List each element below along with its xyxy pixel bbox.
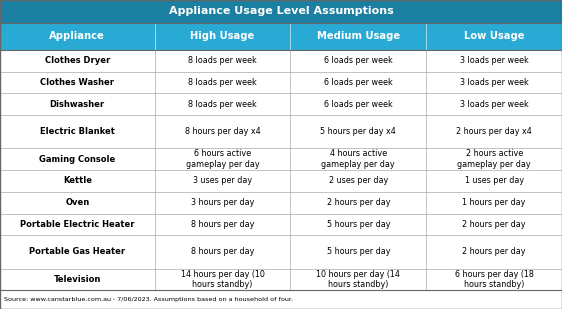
Text: 3 hours per day: 3 hours per day bbox=[191, 198, 254, 207]
Bar bbox=[0, 93, 562, 115]
Text: Medium Usage: Medium Usage bbox=[317, 31, 400, 41]
Text: 2 hours per day: 2 hours per day bbox=[463, 220, 526, 229]
Text: Source: www.canstarblue.com.au - 7/06/2023. Assumptions based on a household of : Source: www.canstarblue.com.au - 7/06/20… bbox=[4, 297, 293, 302]
Text: 3 uses per day: 3 uses per day bbox=[193, 176, 252, 185]
Text: Dishwasher: Dishwasher bbox=[49, 100, 105, 109]
Text: 8 hours per day: 8 hours per day bbox=[191, 220, 254, 229]
Text: 6 loads per week: 6 loads per week bbox=[324, 56, 393, 65]
Text: 5 hours per day: 5 hours per day bbox=[327, 248, 390, 256]
Text: Electric Blanket: Electric Blanket bbox=[40, 127, 115, 136]
Text: Clothes Dryer: Clothes Dryer bbox=[44, 56, 110, 65]
Text: 5 hours per day: 5 hours per day bbox=[327, 220, 390, 229]
Text: Portable Gas Heater: Portable Gas Heater bbox=[29, 248, 125, 256]
Bar bbox=[0, 72, 562, 93]
Text: 1 hours per day: 1 hours per day bbox=[463, 198, 526, 207]
Bar bbox=[0, 235, 562, 269]
Bar bbox=[0, 269, 562, 290]
Text: Clothes Washer: Clothes Washer bbox=[40, 78, 114, 87]
Bar bbox=[0, 192, 562, 214]
Bar bbox=[0, 50, 562, 72]
Text: 2 hours per day x4: 2 hours per day x4 bbox=[456, 127, 532, 136]
Text: 6 loads per week: 6 loads per week bbox=[324, 78, 393, 87]
Text: 2 hours active
gameplay per day: 2 hours active gameplay per day bbox=[457, 150, 531, 169]
Bar bbox=[0, 290, 562, 309]
Text: 10 hours per day (14
hours standby): 10 hours per day (14 hours standby) bbox=[316, 270, 400, 289]
Text: Appliance Usage Level Assumptions: Appliance Usage Level Assumptions bbox=[169, 6, 393, 16]
Text: Appliance: Appliance bbox=[49, 31, 105, 41]
Text: Gaming Console: Gaming Console bbox=[39, 155, 115, 164]
Text: 3 loads per week: 3 loads per week bbox=[460, 56, 528, 65]
Text: High Usage: High Usage bbox=[191, 31, 255, 41]
Text: 6 hours active
gameplay per day: 6 hours active gameplay per day bbox=[185, 150, 259, 169]
Text: 3 loads per week: 3 loads per week bbox=[460, 78, 528, 87]
Text: 8 loads per week: 8 loads per week bbox=[188, 100, 257, 109]
Text: 3 loads per week: 3 loads per week bbox=[460, 100, 528, 109]
Text: 6 loads per week: 6 loads per week bbox=[324, 100, 393, 109]
Text: 8 loads per week: 8 loads per week bbox=[188, 56, 257, 65]
Text: 2 uses per day: 2 uses per day bbox=[329, 176, 388, 185]
Text: 8 loads per week: 8 loads per week bbox=[188, 78, 257, 87]
Bar bbox=[0, 148, 562, 170]
Text: Kettle: Kettle bbox=[63, 176, 92, 185]
Text: Low Usage: Low Usage bbox=[464, 31, 524, 41]
Bar bbox=[0, 115, 562, 148]
Text: 4 hours active
gameplay per day: 4 hours active gameplay per day bbox=[321, 150, 395, 169]
Text: 2 hours per day: 2 hours per day bbox=[463, 248, 526, 256]
Bar bbox=[0, 170, 562, 192]
Text: 6 hours per day (18
hours standby): 6 hours per day (18 hours standby) bbox=[455, 270, 533, 289]
Text: Television: Television bbox=[53, 275, 101, 284]
Text: Portable Electric Heater: Portable Electric Heater bbox=[20, 220, 134, 229]
Text: 2 hours per day: 2 hours per day bbox=[327, 198, 390, 207]
Text: 8 hours per day: 8 hours per day bbox=[191, 248, 254, 256]
Text: 8 hours per day x4: 8 hours per day x4 bbox=[185, 127, 260, 136]
Text: 5 hours per day x4: 5 hours per day x4 bbox=[320, 127, 396, 136]
Text: 1 uses per day: 1 uses per day bbox=[465, 176, 524, 185]
Text: Oven: Oven bbox=[65, 198, 89, 207]
Text: 14 hours per day (10
hours standby): 14 hours per day (10 hours standby) bbox=[180, 270, 264, 289]
Bar bbox=[0, 23, 562, 50]
Bar bbox=[0, 214, 562, 235]
Bar bbox=[0, 0, 562, 23]
